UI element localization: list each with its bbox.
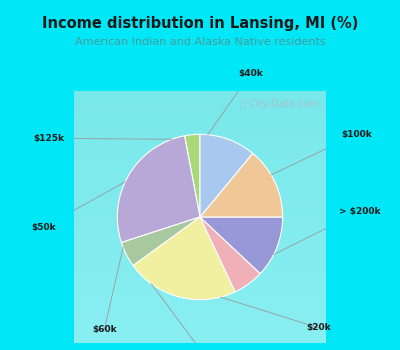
Text: $50k: $50k — [32, 223, 56, 232]
Text: American Indian and Alaska Native residents: American Indian and Alaska Native reside… — [75, 37, 325, 47]
Text: Income distribution in Lansing, MI (%): Income distribution in Lansing, MI (%) — [42, 16, 358, 31]
Text: $125k: $125k — [33, 134, 64, 143]
Text: $40k: $40k — [238, 69, 263, 78]
Text: $20k: $20k — [307, 323, 331, 332]
Wedge shape — [133, 217, 235, 300]
Wedge shape — [121, 217, 200, 266]
Text: > $200k: > $200k — [338, 208, 380, 216]
Wedge shape — [184, 134, 200, 217]
Wedge shape — [200, 134, 253, 217]
Text: $60k: $60k — [92, 326, 116, 334]
Text: ⓘ City-Data.com: ⓘ City-Data.com — [240, 99, 318, 108]
Wedge shape — [200, 153, 283, 217]
Wedge shape — [200, 217, 260, 292]
Text: $100k: $100k — [341, 130, 372, 139]
Wedge shape — [200, 217, 283, 274]
Wedge shape — [117, 136, 200, 243]
